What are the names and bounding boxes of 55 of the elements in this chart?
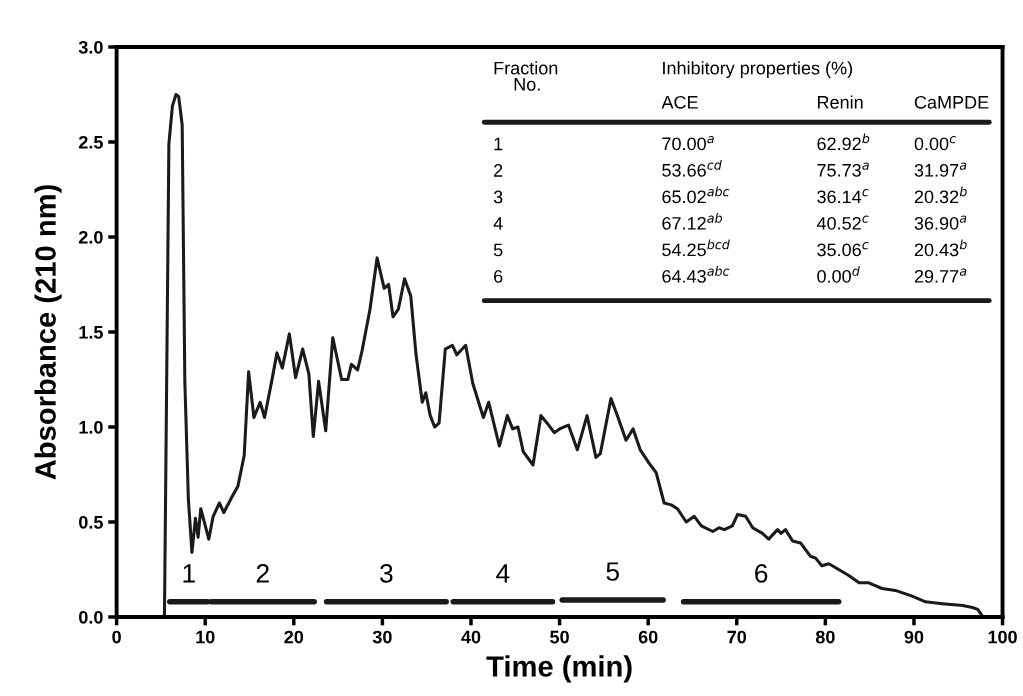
annotation: 0.00$^{d}$ — [817, 266, 860, 283]
x-tick-label: 100 — [988, 630, 1017, 644]
series-label: 4 — [496, 564, 510, 583]
annotation: 65.02$^{abc}$ — [662, 186, 730, 204]
y-tick-label: 1.0 — [79, 420, 103, 434]
annotation: CaMPDE — [914, 95, 989, 109]
y-tick-label: 2.0 — [78, 230, 103, 244]
annotation: 62.92$^{b}$ — [817, 133, 870, 151]
annotation: 0.00$^{c}$ — [914, 136, 957, 151]
annotation: Fraction No. — [494, 61, 558, 91]
x-tick-label: 0 — [112, 630, 121, 644]
y-tick-label: 2.5 — [78, 135, 103, 149]
y-tick-label: 1.5 — [79, 326, 103, 339]
x-tick-label: 30 — [372, 630, 392, 644]
annotation: 4 — [493, 217, 503, 230]
x-tick-label: 50 — [550, 630, 569, 644]
annotation: 31.97$^{a}$ — [914, 162, 967, 177]
annotation: 35.06$^{c}$ — [817, 242, 869, 257]
annotation: Inhibitory properties (%) — [663, 61, 852, 79]
x-tick-label: 80 — [815, 630, 835, 644]
annotation: 53.66$^{cd}$ — [662, 160, 722, 177]
annotation: 29.77$^{a}$ — [914, 268, 967, 283]
series-label: 2 — [256, 564, 269, 583]
annotation: 36.14$^{c}$ — [817, 189, 869, 204]
annotation: 20.43$^{b}$ — [914, 239, 967, 257]
x-tick-label: 10 — [196, 630, 215, 644]
annotation: 36.90$^{a}$ — [914, 215, 967, 230]
annotation: 40.52$^{c}$ — [816, 215, 869, 230]
y-axis-title: Absorbance (210 nm) — [34, 185, 62, 480]
annotation: 70.00$^{a}$ — [662, 136, 714, 151]
x-axis-title: Time (min) — [486, 655, 632, 683]
annotation: 54.25$^{bcd}$ — [662, 239, 730, 257]
annotation: 2 — [494, 164, 503, 177]
x-tick-label: 70 — [727, 630, 747, 644]
annotation: 3 — [493, 190, 503, 204]
annotation: 64.43$^{abc}$ — [662, 266, 730, 283]
series-label: 1 — [183, 564, 195, 583]
annotation: 75.73$^{a}$ — [817, 162, 869, 177]
y-tick-label: 0.0 — [79, 610, 103, 624]
annotation: 5 — [493, 243, 503, 257]
x-tick-label: 60 — [638, 630, 658, 644]
x-tick-label: 40 — [461, 630, 481, 644]
annotation: ACE — [661, 95, 698, 109]
series-label: 6 — [755, 564, 768, 583]
annotation: Renin — [817, 95, 863, 109]
annotation: 1 — [494, 137, 503, 151]
y-tick-label: 0.5 — [79, 515, 103, 529]
y-tick-label: 3.0 — [78, 40, 103, 54]
annotation: 6 — [494, 270, 503, 283]
x-tick-label: 20 — [284, 630, 304, 644]
series-label: 3 — [380, 564, 393, 583]
x-tick-label: 90 — [904, 630, 924, 644]
annotation: 67.12$^{ab}$ — [662, 213, 722, 230]
annotation: 20.32$^{b}$ — [914, 186, 967, 204]
series-label: 5 — [606, 562, 619, 581]
